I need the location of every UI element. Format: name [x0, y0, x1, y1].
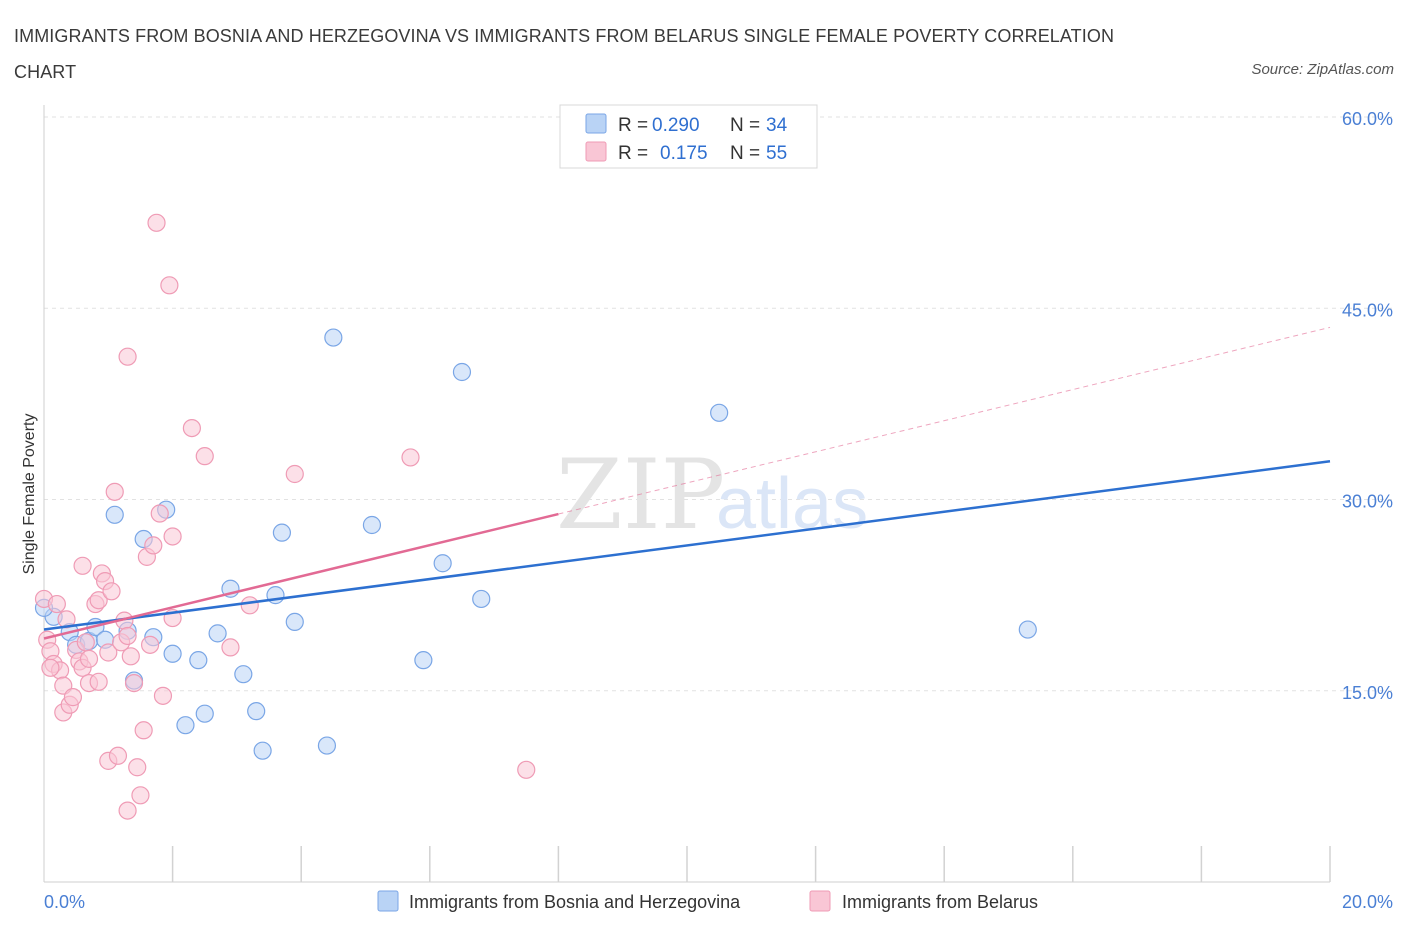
belarus-point [160, 276, 179, 295]
x-tick-label: 0.0% [44, 892, 85, 912]
belarus-point [118, 801, 137, 820]
watermark-zip: ZIP [556, 439, 725, 551]
y-tick-labels: 15.0% 30.0% 45.0% 60.0% [1342, 109, 1393, 703]
bottom-legend-label-belarus: Immigrants from Belarus [842, 892, 1038, 912]
bosnia-point [176, 716, 195, 735]
series-bosnia-points [34, 328, 1037, 760]
bosnia-point [414, 651, 433, 670]
legend-swatch-blue [585, 113, 607, 134]
bosnia-point [285, 612, 304, 632]
bosnia-point [317, 736, 337, 755]
legend-swatch-pink [585, 141, 607, 162]
belarus-point [144, 536, 163, 555]
bosnia-point [362, 515, 382, 535]
bottom-legend-swatch-blue [377, 890, 399, 912]
x-tick-labels: 0.0% 20.0% [44, 892, 1393, 912]
legend-n-label: N = [730, 143, 760, 164]
watermark: ZIP atlas [556, 439, 868, 551]
belarus-point [134, 721, 153, 740]
chart-title: IMMIGRANTS FROM BOSNIA AND HERZEGOVINA V… [14, 26, 1115, 82]
belarus-point [108, 746, 128, 765]
belarus-point [102, 582, 121, 601]
belarus-point [121, 647, 140, 666]
belarus-point [89, 672, 108, 691]
source-label: Source: ZipAtlas.com [1251, 61, 1394, 78]
belarus-trend-extension [558, 326, 1331, 515]
bosnia-point [433, 554, 452, 573]
bosnia-point [195, 704, 214, 723]
bosnia-point [472, 589, 491, 609]
belarus-point [76, 633, 95, 652]
legend-r-label: R = [618, 115, 648, 136]
x-tick-label: 20.0% [1342, 892, 1393, 912]
bosnia-point [247, 702, 266, 721]
legend-n-value: 34 [766, 115, 788, 136]
bosnia-point [324, 328, 343, 347]
bosnia-point [105, 505, 124, 524]
legend-r-label: R = [618, 143, 648, 164]
belarus-point [195, 447, 214, 466]
legend-r-value: 0.175 [660, 143, 708, 164]
belarus-point [147, 213, 166, 232]
belarus-point [285, 464, 304, 484]
bosnia-point [189, 651, 208, 670]
correlation-legend: R = 0.290 N = 34 R = 0.175 N = 55 [559, 104, 818, 169]
bosnia-point [272, 523, 292, 542]
belarus-point [240, 596, 259, 615]
y-tick-label: 60.0% [1342, 109, 1393, 129]
legend-n-value: 55 [766, 143, 787, 164]
belarus-point [105, 482, 124, 501]
belarus-point [150, 504, 169, 523]
x-minor-ticks [171, 846, 1331, 882]
belarus-point [41, 658, 60, 677]
series-legend: Immigrants from Bosnia and Herzegovina I… [377, 890, 1038, 912]
legend-r-value: 0.290 [652, 115, 700, 136]
y-axis-title: Single Female Poverty [21, 414, 38, 575]
series-belarus-points [34, 213, 536, 820]
belarus-point [89, 591, 108, 610]
belarus-point [99, 643, 118, 662]
trend-lines [43, 326, 1331, 640]
bosnia-point [452, 362, 472, 382]
belarus-point [182, 419, 201, 438]
bosnia-point [710, 403, 729, 422]
y-tick-label: 15.0% [1342, 683, 1393, 703]
belarus-point [221, 638, 240, 657]
belarus-point [140, 635, 160, 654]
y-tick-label: 45.0% [1342, 300, 1393, 320]
legend-n-label: N = [730, 115, 760, 136]
belarus-point [128, 758, 147, 777]
bottom-legend-label-bosnia: Immigrants from Bosnia and Herzegovina [409, 892, 741, 912]
belarus-point [124, 673, 144, 693]
belarus-point [118, 626, 137, 646]
belarus-point [73, 556, 92, 575]
belarus-trend-line [43, 512, 559, 640]
bosnia-point [1018, 620, 1037, 639]
bosnia-point [208, 624, 227, 643]
bosnia-trend-line [43, 460, 1331, 631]
belarus-point [517, 760, 536, 779]
bosnia-point [234, 665, 253, 684]
belarus-point [63, 688, 83, 707]
belarus-point [118, 347, 137, 366]
bottom-legend-swatch-pink [809, 890, 831, 912]
bosnia-point [253, 741, 272, 760]
y-tick-label: 30.0% [1342, 492, 1393, 512]
belarus-point [47, 594, 66, 614]
belarus-point [401, 448, 420, 467]
belarus-point [79, 649, 99, 668]
bosnia-point [163, 644, 182, 663]
belarus-point [131, 786, 150, 805]
belarus-point [153, 686, 173, 705]
belarus-point [163, 527, 182, 546]
